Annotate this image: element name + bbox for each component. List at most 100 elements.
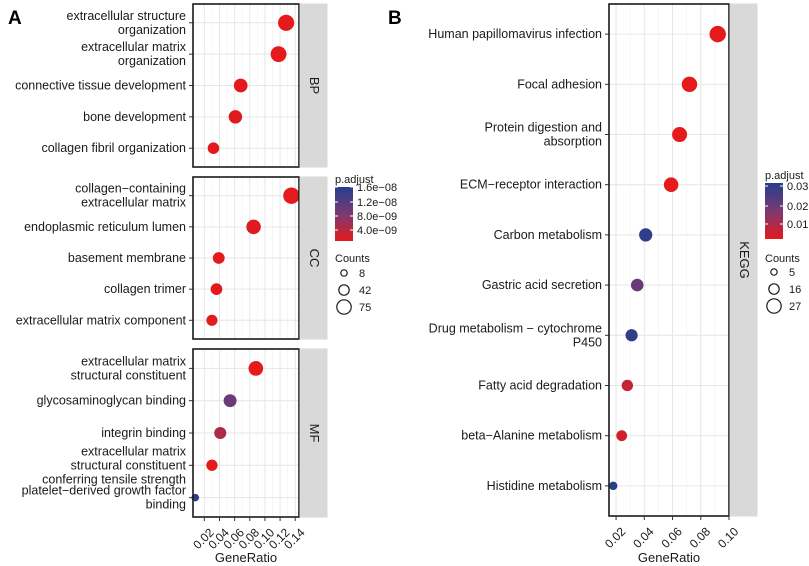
data-point <box>681 76 698 93</box>
y-tick-label: extracellular matrix <box>81 444 187 458</box>
y-tick-label: extracellular structure <box>67 9 187 23</box>
y-tick-label: organization <box>118 23 186 37</box>
y-tick-label: collagen trimer <box>104 282 186 296</box>
data-point <box>214 426 227 440</box>
y-tick-label: extracellular matrix component <box>16 313 187 327</box>
x-tick-label: 0.06 <box>658 524 685 551</box>
y-tick-label: extracellular matrix <box>81 354 187 368</box>
size-legend-circle <box>336 299 352 315</box>
data-point <box>246 219 261 235</box>
facet-strip <box>299 176 328 340</box>
y-tick-label: absorption <box>544 135 602 149</box>
facet-strip-label: BP <box>307 77 322 94</box>
data-point <box>207 142 220 154</box>
size-legend-circle <box>770 268 778 276</box>
data-point <box>639 228 653 242</box>
data-point <box>206 459 218 471</box>
size-legend-label: 16 <box>789 284 801 296</box>
size-legend-circle <box>338 284 350 296</box>
x-tick-label: 0.10 <box>715 524 742 551</box>
y-tick-label: platelet−derived growth factor <box>22 484 186 498</box>
size-legend-title: Counts <box>335 253 370 265</box>
facet-border <box>608 3 730 517</box>
facet-strip-label: CC <box>307 249 322 268</box>
y-tick-label: extracellular matrix <box>81 40 187 54</box>
y-tick-label: bone development <box>83 110 186 124</box>
data-point <box>210 283 223 296</box>
size-legend-label: 27 <box>789 301 801 313</box>
data-point <box>206 314 218 326</box>
colorbar-tick-label: 0.01 <box>787 219 808 231</box>
y-tick-label: glycosaminoglycan binding <box>37 394 186 408</box>
facet-border <box>192 3 300 168</box>
panel-a-label: A <box>8 8 22 29</box>
data-point <box>625 329 638 342</box>
x-tick-label: 0.08 <box>687 524 714 551</box>
data-point <box>609 481 618 491</box>
facet-strip <box>729 3 758 517</box>
y-tick-label: P450 <box>573 335 602 349</box>
data-point <box>621 379 634 392</box>
y-tick-label: Gastric acid secretion <box>482 278 602 292</box>
y-tick-label: ECM−receptor interaction <box>460 178 602 192</box>
data-point <box>663 177 679 192</box>
y-tick-label: organization <box>118 54 186 68</box>
data-point <box>278 14 295 31</box>
color-legend-title: p.adjust <box>765 170 804 182</box>
data-point <box>270 46 287 63</box>
facet-border <box>192 176 300 340</box>
y-tick-label: conferring tensile strength <box>42 472 186 486</box>
facet-strip-label: MF <box>307 424 322 443</box>
x-axis-title: GeneRatio <box>215 550 277 565</box>
facet-border <box>192 348 300 518</box>
data-point <box>283 187 300 204</box>
y-tick-label: endoplasmic reticulum lumen <box>24 220 186 234</box>
colorbar <box>335 187 353 241</box>
data-point <box>212 252 225 264</box>
colorbar-tick-label: 1.6e−08 <box>357 182 397 194</box>
y-tick-label: extracellular matrix <box>81 196 187 210</box>
y-tick-label: integrin binding <box>101 426 186 440</box>
data-point <box>228 110 243 124</box>
colorbar <box>765 183 783 239</box>
facet-strip <box>299 348 328 518</box>
colorbar-tick-label: 1.2e−08 <box>357 197 397 209</box>
facet-kegg: Human papillomavirus infection Focal adhe… <box>428 3 758 517</box>
colorbar-tick-label: 0.03 <box>787 181 808 193</box>
colorbar-tick-label: 0.02 <box>787 201 808 213</box>
go-enrichment-plot: extracellular structureorganizationextra… <box>15 3 397 565</box>
y-tick-label: Drug metabolism − cytochrome <box>429 321 602 335</box>
color-legend-title: p.adjust <box>335 174 374 186</box>
y-tick-label: Focal adhesion <box>517 77 602 91</box>
kegg-enrichment-plot: Human papillomavirus infection Focal adhe… <box>428 3 808 565</box>
y-tick-label: Fatty acid degradation <box>478 378 602 392</box>
data-point <box>223 394 237 408</box>
y-tick-label: Histidine metabolism <box>487 479 602 493</box>
x-tick-label: 0.04 <box>630 524 657 551</box>
x-axis: 0.02 0.04 0.06 0.08 0.10 GeneRatio <box>602 516 742 565</box>
size-legend-label: 75 <box>359 302 371 314</box>
size-legend-circle <box>768 283 780 295</box>
size-legend-label: 42 <box>359 285 371 297</box>
y-tick-label: structural constituent <box>71 368 187 382</box>
facet-strip-label: KEGG <box>737 241 752 279</box>
y-tick-label: collagen fibril organization <box>41 141 186 155</box>
y-tick-label: beta−Alanine metabolism <box>461 429 602 443</box>
y-tick-label: binding <box>146 498 186 512</box>
size-legend-label: 5 <box>789 267 795 279</box>
data-point <box>709 25 726 43</box>
colorbar-tick-label: 4.0e−09 <box>357 225 397 237</box>
facet-strip <box>299 3 328 168</box>
size-legend-label: 8 <box>359 268 365 280</box>
y-tick-label: Carbon metabolism <box>494 228 602 242</box>
colorbar-tick-label: 8.0e−09 <box>357 211 397 223</box>
x-tick-label: 0.02 <box>602 524 629 551</box>
data-point <box>248 361 264 376</box>
data-point <box>616 430 628 442</box>
